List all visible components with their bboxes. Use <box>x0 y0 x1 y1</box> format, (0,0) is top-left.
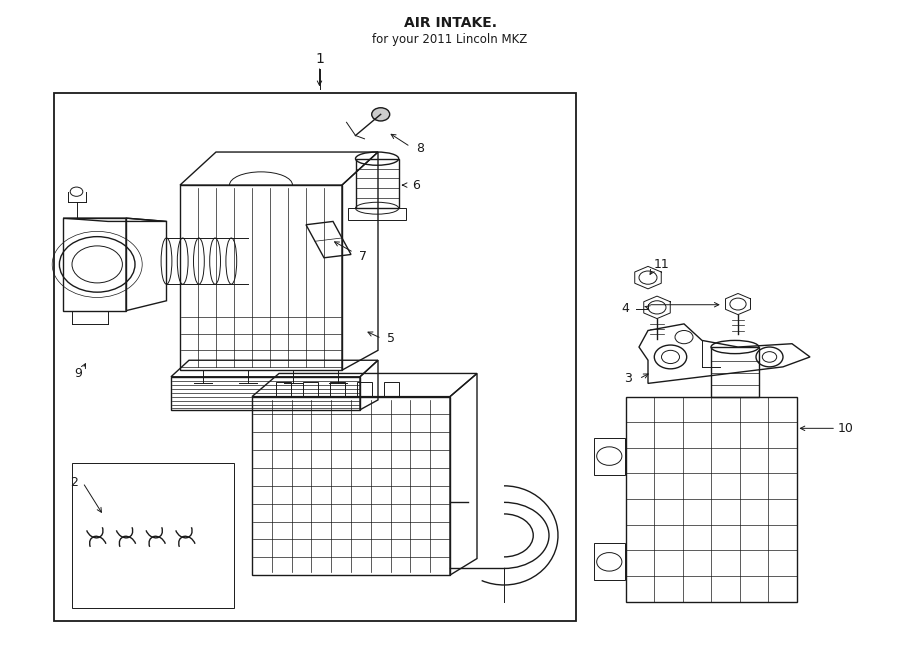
Text: 4: 4 <box>622 302 629 315</box>
Bar <box>594 438 625 475</box>
Text: 2: 2 <box>70 476 77 489</box>
Bar <box>330 382 345 397</box>
Text: 3: 3 <box>625 372 632 385</box>
Bar <box>594 543 625 580</box>
Bar <box>276 382 291 397</box>
Bar <box>357 382 372 397</box>
Text: for your 2011 Lincoln MKZ: for your 2011 Lincoln MKZ <box>373 33 527 46</box>
Bar <box>72 463 234 608</box>
Bar <box>626 397 796 602</box>
Text: 9: 9 <box>75 367 82 380</box>
Text: 1: 1 <box>315 52 324 67</box>
Circle shape <box>372 108 390 121</box>
Bar <box>384 382 399 397</box>
Text: AIR INTAKE.: AIR INTAKE. <box>403 16 497 30</box>
Text: 5: 5 <box>388 332 395 345</box>
Bar <box>54 93 576 621</box>
Text: 11: 11 <box>653 258 670 271</box>
Text: 10: 10 <box>838 422 854 435</box>
Text: 7: 7 <box>359 250 366 263</box>
Bar <box>348 208 406 220</box>
Text: 8: 8 <box>417 142 424 155</box>
Bar <box>711 347 759 397</box>
Text: 6: 6 <box>412 178 419 192</box>
Bar <box>303 382 318 397</box>
Bar <box>356 159 399 208</box>
